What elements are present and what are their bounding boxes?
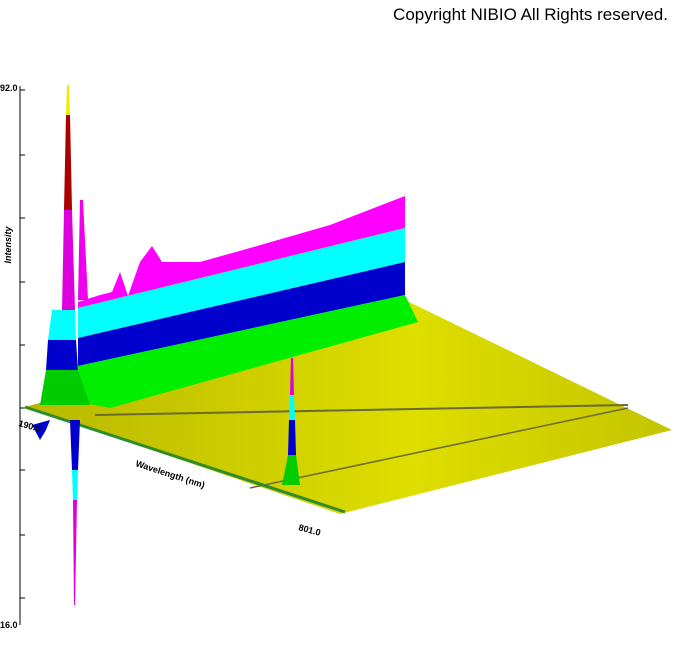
floor-line [94, 404, 629, 416]
wavelength-end: 801.0 [297, 522, 321, 537]
intensity-top: 92.0 [0, 83, 18, 93]
intensity-axis [19, 86, 25, 625]
intensity-bottom: 16.0 [0, 620, 18, 630]
floor-line [249, 407, 629, 489]
middle-peak [282, 358, 300, 485]
wavelength-start: 190.0 [17, 418, 41, 433]
negative-peak [32, 420, 80, 605]
left-peak [40, 85, 90, 405]
intensity-label: Intensity [3, 226, 13, 264]
spectrum-surface [78, 196, 418, 408]
copyright: Copyright NIBIO All Rights reserved. [393, 5, 668, 24]
